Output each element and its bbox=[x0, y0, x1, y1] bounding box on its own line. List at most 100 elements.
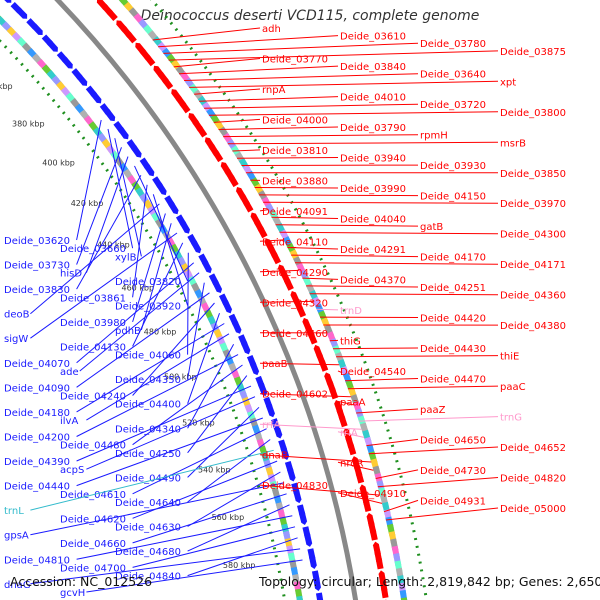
left-leader-line bbox=[76, 417, 263, 487]
left-leader-line bbox=[30, 232, 178, 339]
genome-title: Deinococcus deserti VCD115, complete gen… bbox=[140, 8, 480, 24]
right-gene-label: Deide_04602 bbox=[262, 390, 328, 401]
forward-gene-arrow bbox=[201, 260, 212, 274]
forward-gene-arrow bbox=[156, 182, 167, 196]
right-leader-line bbox=[218, 126, 339, 130]
kbp-tick-label: 380 kbp bbox=[12, 120, 45, 129]
left-gene-label: Deide_04060 bbox=[115, 351, 181, 362]
right-leader-line bbox=[347, 385, 499, 390]
forward-gene-arrow bbox=[0, 0, 12, 3]
left-leader-line bbox=[134, 165, 189, 282]
right-gene-label: Deide_04652 bbox=[500, 443, 566, 454]
forward-gene-arrow bbox=[265, 404, 275, 418]
forward-feature-block bbox=[296, 595, 305, 600]
kbp-tick-label: 440 kbp bbox=[97, 241, 130, 250]
right-gene-label: Deide_03770 bbox=[262, 55, 328, 66]
left-leader-line bbox=[132, 493, 287, 544]
forward-gene-arrow bbox=[231, 320, 242, 334]
right-leader-line bbox=[337, 370, 343, 374]
reverse-gene-arrow bbox=[196, 125, 208, 138]
right-leader-line bbox=[163, 42, 419, 54]
kbp-tick-label: 400 kbp bbox=[42, 159, 75, 168]
right-leader-line bbox=[279, 231, 499, 235]
kbp-tick-label: 580 kbp bbox=[223, 561, 256, 570]
left-gene-label: Deide_04200 bbox=[4, 433, 70, 444]
right-leader-line bbox=[309, 293, 499, 296]
right-leader-line bbox=[332, 347, 419, 350]
right-leader-line bbox=[368, 446, 499, 455]
right-gene-label: paaA bbox=[340, 397, 366, 408]
right-leader-line bbox=[291, 254, 419, 258]
left-leader-line bbox=[30, 548, 301, 585]
right-gene-label: Deide_03930 bbox=[420, 161, 486, 172]
forward-gene-arrow bbox=[104, 109, 116, 122]
left-gene-label: ade bbox=[60, 367, 79, 378]
forward-gene-arrow bbox=[313, 577, 321, 591]
left-leader-line bbox=[132, 364, 243, 446]
accession-text: Accession: NC_012526 bbox=[10, 574, 153, 589]
right-leader-line bbox=[213, 118, 261, 123]
kbp-tick-label: 560 kbp bbox=[212, 513, 245, 522]
right-gene-label: rnpA bbox=[262, 85, 286, 96]
right-gene-label: Deide_03880 bbox=[262, 176, 328, 187]
right-leader-line bbox=[294, 262, 499, 265]
left-gene-label: Deide_04630 bbox=[115, 523, 181, 534]
right-leader-line bbox=[254, 187, 339, 189]
left-gene-label: Deide_04180 bbox=[4, 408, 70, 419]
kbp-tick-label: 420 kbp bbox=[71, 199, 104, 208]
right-gene-label: Deide_03790 bbox=[340, 123, 406, 134]
right-gene-label: Deide_03610 bbox=[340, 32, 406, 43]
reverse-gene-arrow bbox=[212, 149, 224, 163]
right-gene-label: Deide_03970 bbox=[500, 199, 566, 210]
right-gene-label: Deide_03810 bbox=[262, 146, 328, 157]
forward-gene-arrow bbox=[131, 145, 142, 158]
left-leader-line bbox=[187, 252, 189, 355]
right-gene-label: adh bbox=[262, 24, 281, 35]
right-leader-line bbox=[356, 408, 419, 414]
right-gene-label: Deide_04110 bbox=[262, 237, 328, 248]
kbp-tick-label: 520 kbp bbox=[182, 419, 215, 428]
right-leader-line bbox=[259, 269, 299, 273]
right-gene-label: Deide_04470 bbox=[420, 375, 486, 386]
left-gene-label: Deide_04250 bbox=[115, 449, 181, 460]
right-gene-label: Deide_04820 bbox=[500, 474, 566, 485]
right-leader-line bbox=[337, 492, 383, 504]
left-gene-label: Deide_04240 bbox=[60, 392, 126, 403]
right-gene-label: rrlA bbox=[340, 428, 358, 439]
right-gene-label: nrdR bbox=[340, 458, 364, 469]
right-gene-label: Deide_04290 bbox=[262, 268, 328, 279]
right-gene-label: trnG bbox=[500, 413, 522, 424]
right-gene-label: Deide_03990 bbox=[340, 184, 406, 195]
kbp-tick-label: 540 kbp bbox=[198, 466, 231, 475]
right-leader-line bbox=[178, 65, 339, 75]
right-gene-label: dnaB bbox=[262, 451, 288, 462]
right-leader-line bbox=[345, 378, 419, 382]
right-leader-line bbox=[316, 308, 339, 311]
right-leader-line bbox=[152, 27, 261, 41]
left-leader-line bbox=[132, 302, 215, 396]
right-leader-line bbox=[337, 431, 365, 438]
left-gene-label: deoB bbox=[4, 310, 30, 321]
right-leader-line bbox=[259, 484, 380, 496]
right-gene-label: rpmH bbox=[420, 131, 448, 142]
genome-summary-text: Topology: circular; Length: 2,819,842 bp… bbox=[259, 574, 600, 589]
right-leader-line bbox=[337, 461, 374, 471]
right-leader-line bbox=[259, 423, 362, 430]
right-gene-label: Deide_04150 bbox=[420, 192, 486, 203]
right-gene-label: paaC bbox=[500, 382, 526, 393]
kbp-tick-label: 480 kbp bbox=[144, 328, 177, 337]
right-leader-line bbox=[184, 73, 419, 81]
left-gene-label: Deide_04660 bbox=[60, 539, 126, 550]
right-leader-line bbox=[236, 157, 339, 159]
forward-gene-arrow bbox=[31, 23, 43, 36]
left-gene-label: acpS bbox=[60, 465, 84, 476]
forward-gene-arrow bbox=[76, 73, 88, 86]
right-gene-label: Deide_04460 bbox=[262, 329, 328, 340]
left-gene-label: Deide_04480 bbox=[60, 441, 126, 452]
right-gene-label: Deide_03840 bbox=[340, 62, 406, 73]
forward-gene-arrow bbox=[258, 382, 268, 397]
reverse-gene-arrow bbox=[355, 470, 365, 484]
right-leader-line bbox=[158, 35, 339, 48]
right-gene-label: paaZ bbox=[420, 405, 446, 416]
